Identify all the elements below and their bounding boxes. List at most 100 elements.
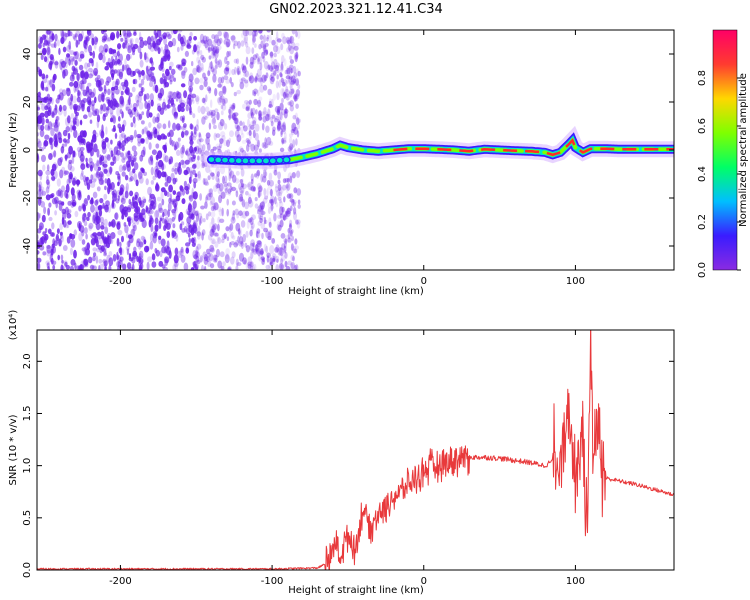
- noise-dot: [171, 139, 174, 147]
- noise-dot: [251, 107, 256, 116]
- noise-dot: [39, 129, 45, 138]
- noise-dot: [206, 256, 210, 263]
- colorbar: 0.00.20.40.60.8 Normalized spectral ampl…: [697, 29, 749, 278]
- noise-dot: [247, 261, 253, 267]
- noise-dot: [50, 127, 55, 137]
- noise-dot: [144, 52, 147, 61]
- noise-dot: [192, 113, 196, 119]
- noise-dot: [288, 76, 292, 86]
- noise-dot: [200, 205, 205, 210]
- noise-dot: [234, 124, 240, 130]
- noise-dot: [281, 98, 284, 103]
- noise-dot: [263, 227, 269, 233]
- noise-dot: [147, 42, 152, 50]
- noise-dot: [139, 51, 143, 60]
- noise-dot: [196, 231, 202, 237]
- noise-dot: [104, 185, 107, 191]
- x-tick-label: -100: [261, 276, 284, 287]
- noise-dot: [62, 46, 67, 53]
- noise-dot: [193, 44, 197, 53]
- noise-dot: [172, 264, 176, 270]
- noise-dot: [150, 75, 156, 82]
- noise-dot: [131, 223, 137, 228]
- noise-dot: [142, 146, 146, 155]
- noise-dot: [57, 157, 63, 167]
- noise-dot: [292, 201, 296, 208]
- noise-dot: [276, 258, 279, 263]
- noise-dot: [37, 124, 42, 131]
- noise-dot: [47, 207, 50, 216]
- noise-dot: [152, 42, 157, 50]
- noise-dot: [147, 36, 152, 45]
- noise-dot: [180, 70, 186, 76]
- noise-dot: [192, 207, 196, 216]
- noise-dot: [148, 214, 153, 222]
- noise-dot: [73, 229, 78, 236]
- noise-dot: [136, 206, 141, 215]
- noise-dot: [69, 233, 73, 238]
- noise-dot: [122, 263, 127, 270]
- noise-dot: [137, 113, 141, 121]
- noise-dot: [210, 50, 215, 59]
- noise-dot: [139, 36, 144, 41]
- noise-dot: [139, 154, 144, 162]
- noise-dot: [241, 178, 244, 186]
- noise-dot: [172, 177, 177, 185]
- noise-dot: [98, 52, 103, 61]
- noise-dot: [175, 123, 181, 131]
- noise-dot: [204, 181, 210, 186]
- noise-dot: [203, 265, 207, 270]
- noise-dot: [37, 212, 40, 221]
- noise-dot: [83, 130, 87, 138]
- noise-dot: [138, 31, 142, 39]
- noise-dot: [125, 186, 128, 195]
- noise-dot: [37, 138, 41, 144]
- noise-dot: [127, 45, 132, 54]
- noise-dot: [37, 250, 40, 255]
- noise-dot: [171, 198, 177, 203]
- noise-dot: [228, 224, 232, 233]
- noise-dot: [293, 187, 298, 194]
- noise-dot: [133, 215, 139, 222]
- noise-dot: [297, 84, 301, 90]
- noise-dot: [236, 262, 242, 267]
- noise-dot: [247, 263, 252, 269]
- noise-dot: [60, 234, 63, 239]
- noise-dot: [214, 254, 218, 263]
- noise-dot: [132, 102, 138, 112]
- noise-dot: [225, 226, 230, 232]
- noise-dot: [277, 220, 281, 228]
- noise-dot: [279, 102, 284, 111]
- noise-dot: [132, 252, 138, 260]
- noise-dot: [192, 169, 196, 175]
- noise-dot: [49, 53, 53, 60]
- noise-dot: [57, 107, 63, 116]
- noise-dot: [120, 90, 124, 96]
- noise-dot: [102, 202, 105, 209]
- noise-dot: [207, 46, 211, 53]
- noise-dot: [90, 174, 94, 181]
- noise-dot: [289, 89, 295, 95]
- noise-dot: [75, 86, 79, 92]
- noise-dot: [237, 235, 240, 243]
- noise-dot: [149, 58, 152, 64]
- noise-dot: [194, 95, 200, 102]
- noise-dot: [279, 263, 284, 270]
- noise-dot: [71, 193, 76, 201]
- noise-dot: [149, 81, 154, 88]
- noise-dot: [230, 216, 236, 224]
- noise-dot: [261, 205, 264, 212]
- noise-dot: [158, 235, 162, 245]
- noise-dot: [218, 137, 224, 143]
- noise-dot: [242, 257, 247, 265]
- noise-dot: [45, 186, 50, 194]
- noise-dot: [153, 225, 158, 235]
- noise-dot: [293, 211, 297, 221]
- noise-dot: [133, 162, 139, 171]
- noise-dot: [143, 40, 148, 46]
- noise-dot: [78, 64, 84, 71]
- noise-dot: [193, 260, 197, 268]
- noise-dot: [117, 229, 123, 236]
- noise-dot: [287, 172, 293, 181]
- noise-dot: [121, 157, 126, 164]
